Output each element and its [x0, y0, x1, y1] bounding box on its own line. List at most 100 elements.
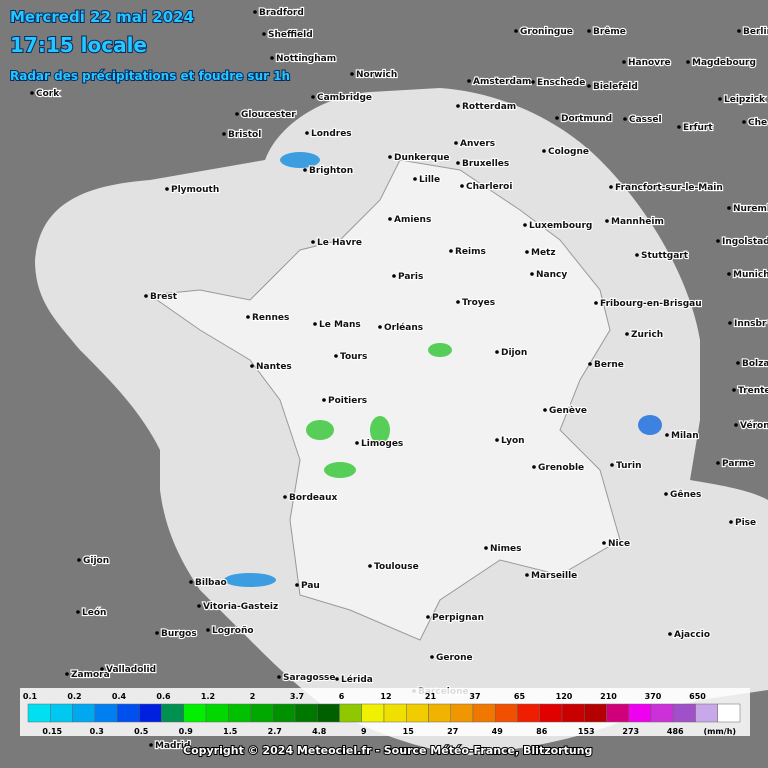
city-label: Che — [748, 118, 767, 128]
city-label: Sheffield — [268, 30, 313, 40]
copyright: Copyright © 2024 Meteociel.fr - Source M… — [183, 744, 592, 757]
legend-swatch — [27, 703, 51, 723]
city-label: Logroño — [212, 626, 254, 636]
city-label: Gerone — [436, 653, 473, 663]
city-dot — [295, 583, 299, 587]
city-dot — [622, 60, 626, 64]
city-label: Metz — [531, 248, 556, 258]
city-dot — [456, 300, 460, 304]
city-label: Nimes — [490, 544, 521, 554]
legend-label-top: 370 — [645, 692, 662, 701]
city-dot — [718, 97, 722, 101]
legend-swatch — [428, 703, 451, 723]
city-label: Paris — [398, 272, 423, 282]
legend-swatch — [294, 703, 318, 723]
city-label: Nantes — [256, 362, 292, 372]
city-dot — [253, 10, 257, 14]
city-dot — [525, 250, 529, 254]
city-dot — [77, 558, 81, 562]
city-label: Anvers — [460, 139, 495, 149]
legend-label-top: 650 — [689, 692, 706, 701]
city-label: Genève — [549, 405, 587, 416]
city-dot — [716, 239, 720, 243]
city-label: Gênes — [670, 489, 701, 500]
city-dot — [392, 274, 396, 278]
city-label: León — [82, 607, 106, 618]
city-label: Magdebourg — [692, 58, 756, 68]
city-dot — [388, 217, 392, 221]
legend-swatch — [673, 703, 696, 723]
city-dot — [350, 72, 354, 76]
city-label: Cork — [36, 89, 60, 99]
city-dot — [311, 240, 315, 244]
legend-swatch — [339, 703, 362, 723]
city-dot — [334, 354, 338, 358]
city-dot — [727, 272, 731, 276]
legend-swatch — [628, 703, 652, 723]
city-dot — [305, 131, 309, 135]
city-label: Leipzick — [724, 95, 766, 105]
city-dot — [523, 223, 527, 227]
city-label: Bristol — [228, 130, 261, 140]
city-label: Bradford — [259, 8, 304, 18]
city-dot — [283, 495, 287, 499]
legend-label-top: 0.6 — [156, 692, 171, 701]
city-label: Turin — [616, 461, 642, 471]
city-label: Tours — [340, 352, 367, 362]
legend-label-top: 210 — [600, 692, 617, 701]
legend-swatch — [94, 703, 118, 723]
city-label: Nottingham — [276, 54, 336, 64]
city-dot — [144, 294, 148, 298]
legend-label-top: 21 — [425, 692, 437, 701]
city-label: Burgos — [161, 629, 197, 639]
city-dot — [65, 672, 69, 676]
legend-swatch — [539, 703, 563, 723]
legend-swatch — [116, 703, 140, 723]
city-dot — [155, 631, 159, 635]
city-dot — [456, 104, 460, 108]
city-dot — [665, 433, 669, 437]
city-dot — [734, 423, 738, 427]
legend-label-bottom: 49 — [492, 727, 504, 736]
city-label: Bolza — [742, 359, 768, 369]
city-labels: Bradford Sheffield Nottingham Norwich Cork Ca… — [30, 7, 768, 752]
city-label: Pise — [735, 518, 756, 528]
city-label: Munich — [733, 270, 768, 280]
rain-cell — [280, 152, 320, 168]
city-label: Innsbr — [734, 319, 767, 329]
city-dot — [222, 132, 226, 136]
city-label: Parme — [722, 459, 754, 469]
city-dot — [625, 332, 629, 336]
city-label: Charleroi — [466, 182, 512, 192]
city-label: Vitoria-Gasteiz — [203, 602, 278, 612]
legend-swatch — [228, 703, 251, 723]
legend-swatch — [161, 703, 184, 723]
city-label: Fribourg-en-Brisgau — [600, 299, 702, 309]
city-dot — [677, 125, 681, 129]
legend: 0.1 0.2 0.4 0.6 1.2 2 3.7 6 12 21 37 65 120 210 370 650… — [23, 692, 741, 736]
city-label: Rennes — [252, 313, 289, 323]
legend-swatch — [495, 703, 518, 723]
city-dot — [530, 272, 534, 276]
legend-swatch — [205, 703, 229, 723]
city-dot — [668, 632, 672, 636]
legend-label-top: 6 — [339, 692, 345, 701]
city-label: Londres — [311, 129, 352, 139]
city-label: Bielefeld — [593, 82, 638, 92]
legend-label-top: 2 — [250, 692, 256, 701]
legend-label-top: 1.2 — [201, 692, 215, 701]
city-dot — [335, 677, 339, 681]
city-dot — [149, 743, 153, 747]
city-dot — [426, 615, 430, 619]
city-label: Ajaccio — [674, 630, 710, 640]
legend-swatch — [472, 703, 496, 723]
city-dot — [454, 141, 458, 145]
city-dot — [525, 573, 529, 577]
city-dot — [355, 441, 359, 445]
legend-label-top: 12 — [380, 692, 391, 701]
city-dot — [235, 112, 239, 116]
city-dot — [495, 350, 499, 354]
legend-swatch — [606, 703, 629, 723]
legend-label-bottom: 0.15 — [42, 727, 62, 736]
legend-label-bottom: 273 — [622, 727, 639, 736]
